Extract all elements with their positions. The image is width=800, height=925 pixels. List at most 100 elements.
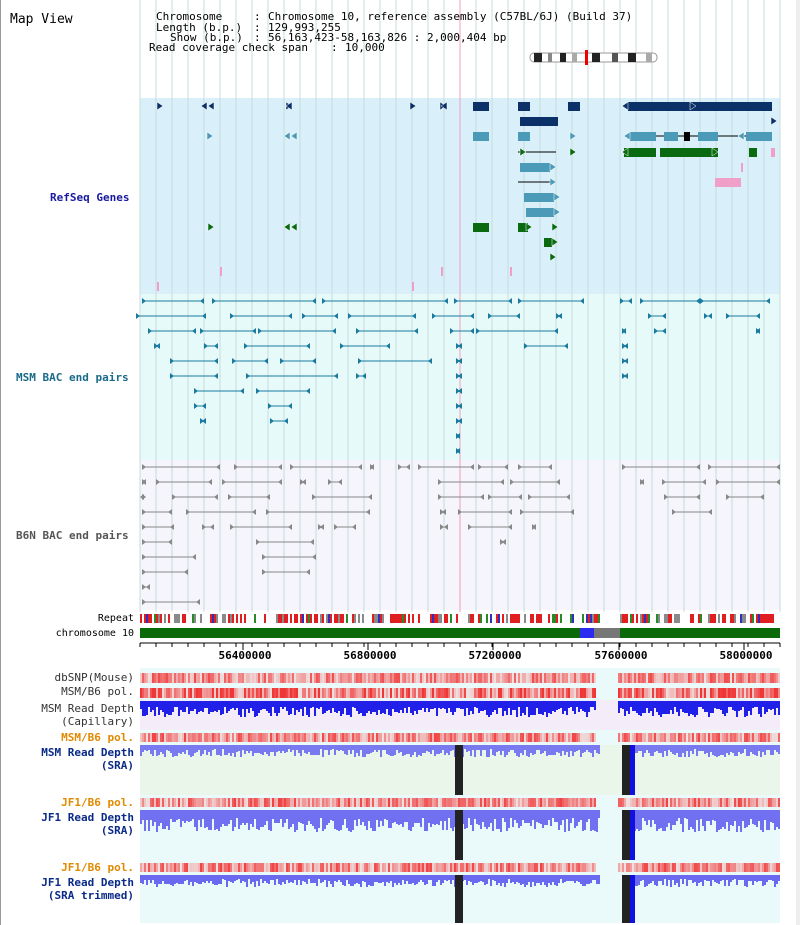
- b6n-bac-end: [334, 524, 338, 530]
- b6n-bac-end: [230, 524, 234, 530]
- b6n-bac-end: [672, 509, 676, 515]
- polymorphism-cell: [474, 733, 476, 742]
- polymorphism-cell: [510, 733, 512, 742]
- depth-bar: [302, 701, 304, 716]
- polymorphism-cell: [272, 863, 274, 872]
- polymorphism-cell: [224, 673, 226, 683]
- polymorphism-cell: [298, 733, 300, 742]
- polymorphism-cell: [592, 863, 594, 872]
- polymorphism-cell: [330, 673, 332, 683]
- depth-bar: [572, 701, 574, 711]
- polymorphism-cell: [366, 733, 368, 742]
- msm-bac-end: [620, 298, 624, 304]
- depth-bar: [224, 875, 226, 880]
- polymorphism-cell: [436, 733, 438, 742]
- polymorphism-cell: [412, 863, 414, 872]
- polymorphism-cell: [774, 733, 776, 742]
- polymorphism-cell: [684, 798, 686, 807]
- repeat-cell: [360, 614, 362, 623]
- polymorphism-cell: [700, 733, 702, 742]
- polymorphism-cell: [438, 863, 440, 872]
- polymorphism-cell: [430, 673, 432, 683]
- depth-bar: [408, 810, 410, 830]
- depth-bar: [538, 875, 540, 883]
- polymorphism-cell: [766, 688, 768, 698]
- depth-bar: [754, 745, 756, 755]
- svg-text::: :: [254, 31, 261, 44]
- polymorphism-cell: [258, 688, 260, 698]
- depth-bar: [702, 875, 704, 886]
- depth-bar: [670, 875, 672, 887]
- depth-bar: [732, 810, 734, 826]
- msm-bac-track[interactable]: [136, 298, 770, 454]
- b6n-bac-end: [570, 509, 574, 515]
- polymorphism-cell: [310, 798, 312, 807]
- depth-bar: [218, 701, 220, 710]
- polymorphism-cell: [302, 863, 304, 872]
- polymorphism-cell: [148, 688, 150, 698]
- depth-bar: [214, 810, 216, 830]
- depth-bar: [562, 875, 564, 883]
- polymorphism-cell: [354, 863, 356, 872]
- b6n-bac-end: [776, 479, 780, 485]
- span-key: Read coverage check span: [149, 41, 308, 54]
- repeat-cell: [492, 614, 494, 623]
- polymorphism-tracks[interactable]: [140, 673, 780, 872]
- polymorphism-cell: [192, 733, 194, 742]
- repeat-cell: [562, 614, 564, 623]
- repeat-cell: [410, 614, 412, 623]
- polymorphism-cell: [702, 673, 704, 683]
- depth-bar: [714, 810, 716, 821]
- polymorphism-cell: [272, 673, 274, 683]
- depth-bar: [200, 745, 202, 756]
- depth-bar: [708, 875, 710, 881]
- repeat-track[interactable]: [140, 614, 780, 623]
- depth-bar: [520, 701, 522, 716]
- depth-bar: [266, 810, 268, 821]
- refseq-genes-track[interactable]: [156, 101, 778, 291]
- polymorphism-cell: [358, 688, 360, 698]
- polymorphism-cell: [776, 733, 778, 742]
- depth-bar: [588, 745, 590, 752]
- depth-bar: [542, 701, 544, 715]
- polymorphism-cell: [464, 688, 466, 698]
- polymorphism-cell: [178, 798, 180, 807]
- depth-bar: [660, 875, 662, 881]
- depth-bar: [582, 810, 584, 831]
- msm-bac-end: [756, 313, 760, 319]
- depth-bar: [370, 745, 372, 753]
- chromosome-ideogram[interactable]: [529, 50, 658, 65]
- polymorphism-cell: [438, 733, 440, 742]
- depth-bar: [366, 745, 368, 754]
- polymorphism-cell: [492, 863, 494, 872]
- polymorphism-cell: [540, 798, 542, 807]
- depth-bar: [466, 875, 468, 885]
- polymorphism-cell: [574, 798, 576, 807]
- msm-bac-end: [312, 358, 316, 364]
- depth-bar: [478, 810, 480, 825]
- depth-bar: [554, 810, 556, 822]
- polymorphism-cell: [312, 733, 314, 742]
- read-depth-tracks[interactable]: [140, 701, 780, 923]
- depth-bar: [764, 745, 766, 755]
- depth-bar: [326, 810, 328, 825]
- depth-bar: [148, 745, 150, 750]
- b6n-bac-track[interactable]: [140, 464, 780, 605]
- depth-bar: [470, 701, 472, 711]
- repeat-cell: [416, 614, 418, 623]
- polymorphism-cell: [344, 733, 346, 742]
- depth-bar: [492, 810, 494, 831]
- depth-bar: [464, 875, 466, 880]
- repeat-cell: [766, 614, 768, 623]
- gene-arrow: [549, 162, 557, 172]
- polymorphism-cell: [636, 688, 638, 698]
- msm-bac-end: [516, 313, 520, 319]
- polymorphism-cell: [208, 798, 210, 807]
- polymorphism-cell: [536, 673, 538, 683]
- depth-bar: [750, 701, 752, 715]
- chromosome-bar[interactable]: [140, 628, 780, 638]
- polymorphism-cell: [570, 733, 572, 742]
- msm-bac-end: [456, 433, 460, 439]
- polymorphism-cell: [498, 688, 500, 698]
